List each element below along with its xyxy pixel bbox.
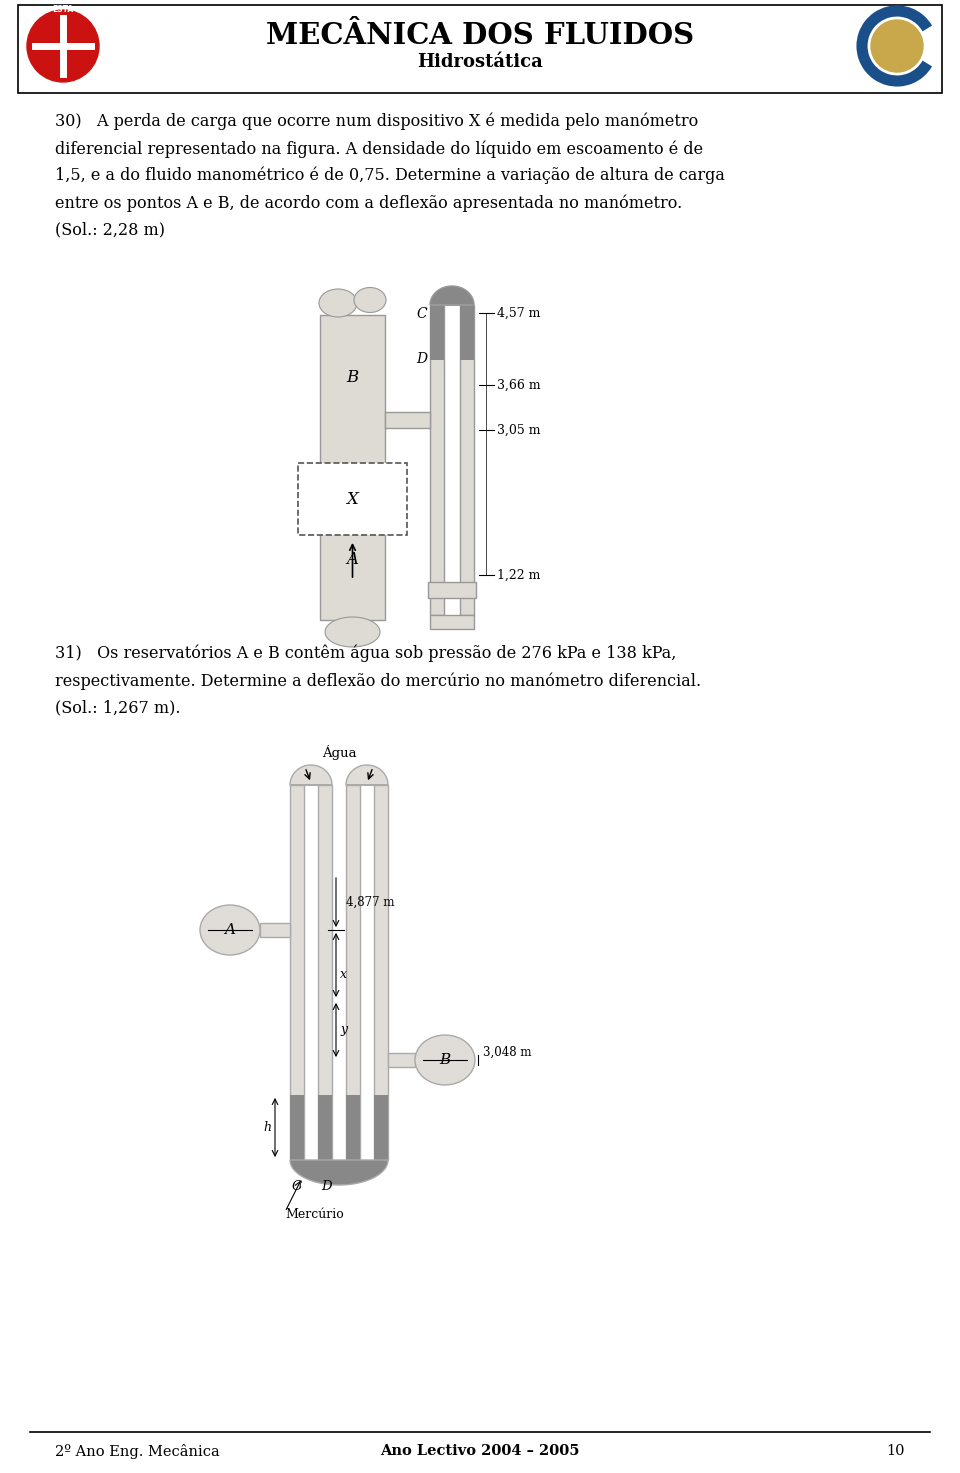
Text: D: D — [416, 352, 427, 365]
Text: B: B — [347, 370, 359, 386]
Circle shape — [871, 21, 923, 72]
Text: 4,877 m: 4,877 m — [346, 896, 395, 909]
Bar — [298, 463, 407, 535]
Bar — [460, 305, 474, 359]
Bar — [318, 785, 332, 1161]
Circle shape — [27, 10, 99, 82]
Ellipse shape — [354, 287, 386, 312]
Polygon shape — [346, 764, 388, 785]
Text: B: B — [440, 1053, 450, 1066]
Text: Ano Lectivo 2004 – 2005: Ano Lectivo 2004 – 2005 — [380, 1444, 580, 1458]
Bar — [430, 616, 474, 629]
Text: h: h — [263, 1121, 271, 1134]
Text: y: y — [340, 1024, 348, 1037]
Text: C: C — [292, 1180, 302, 1193]
Text: 4,57 m: 4,57 m — [497, 306, 540, 320]
Bar — [18, 4, 942, 93]
Bar — [320, 315, 385, 620]
Bar — [290, 1094, 304, 1161]
Bar — [346, 1094, 360, 1161]
Text: respectivamente. Determine a deflexão do mercúrio no manómetro diferencial.: respectivamente. Determine a deflexão do… — [55, 672, 701, 689]
Text: 30)   A perda de carga que ocorre num dispositivo X é medida pelo manómetro: 30) A perda de carga que ocorre num disp… — [55, 113, 698, 131]
Bar — [374, 785, 388, 1161]
Text: Mercúrio: Mercúrio — [285, 1208, 344, 1221]
Text: (Sol.: 1,267 m).: (Sol.: 1,267 m). — [55, 700, 180, 716]
Text: 3,05 m: 3,05 m — [497, 424, 540, 436]
Polygon shape — [290, 1161, 388, 1184]
Text: 31)   Os reservatórios A e B contêm água sob pressão de 276 kPa e 138 kPa,: 31) Os reservatórios A e B contêm água s… — [55, 645, 677, 663]
Bar — [290, 785, 304, 1161]
Polygon shape — [430, 286, 474, 305]
Bar — [428, 582, 476, 598]
Bar — [318, 1094, 332, 1161]
Text: C: C — [417, 306, 427, 321]
Text: A: A — [347, 551, 358, 569]
Text: A: A — [225, 924, 235, 937]
Text: X: X — [347, 491, 358, 508]
Text: diferencial representado na figura. A densidade do líquido em escoamento é de: diferencial representado na figura. A de… — [55, 140, 703, 158]
Text: entre os pontos A e B, de acordo com a deflexão apresentada no manómetro.: entre os pontos A e B, de acordo com a d… — [55, 194, 683, 212]
Bar — [430, 305, 444, 616]
Bar — [385, 412, 430, 429]
Text: Hidrostática: Hidrostática — [418, 53, 542, 71]
Bar — [430, 305, 444, 359]
Bar — [260, 924, 290, 937]
Bar — [374, 1094, 388, 1161]
Text: 3,66 m: 3,66 m — [497, 379, 540, 392]
Text: Água: Água — [322, 745, 356, 760]
Text: 10: 10 — [886, 1444, 905, 1458]
Text: D: D — [322, 1180, 332, 1193]
Ellipse shape — [319, 289, 357, 317]
Text: 2º Ano Eng. Mecânica: 2º Ano Eng. Mecânica — [55, 1444, 220, 1458]
Text: (Sol.: 2,28 m): (Sol.: 2,28 m) — [55, 221, 165, 239]
Text: MECÂNICA DOS FLUIDOS: MECÂNICA DOS FLUIDOS — [266, 21, 694, 50]
Text: ESTA: ESTA — [53, 4, 74, 15]
Bar — [460, 305, 474, 616]
Ellipse shape — [415, 1036, 475, 1086]
Bar — [388, 1053, 415, 1066]
Text: 1,5, e a do fluido manométrico é de 0,75. Determine a variação de altura de carg: 1,5, e a do fluido manométrico é de 0,75… — [55, 166, 725, 184]
Polygon shape — [290, 764, 332, 785]
Ellipse shape — [200, 904, 260, 955]
Text: 3,048 m: 3,048 m — [483, 1046, 532, 1059]
Ellipse shape — [325, 617, 380, 647]
Text: 1,22 m: 1,22 m — [497, 569, 540, 582]
Text: x: x — [340, 969, 347, 981]
Bar — [346, 785, 360, 1161]
